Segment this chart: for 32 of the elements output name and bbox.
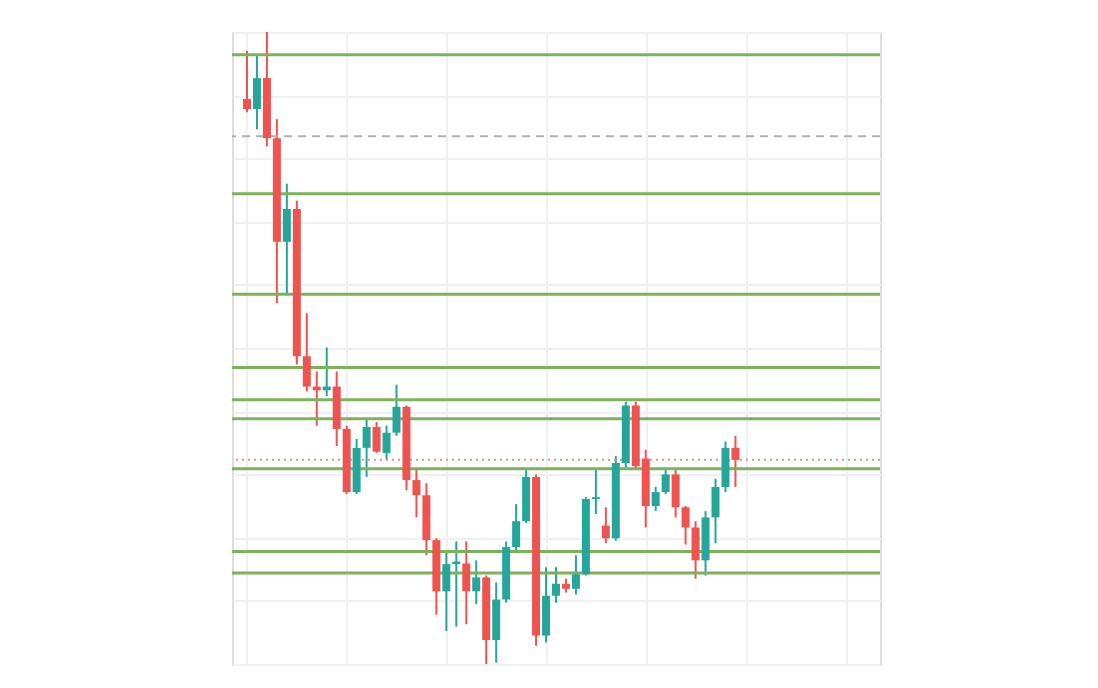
candlestick bbox=[571, 554, 580, 596]
candlestick bbox=[681, 505, 690, 546]
candlestick bbox=[591, 468, 600, 516]
candlestick bbox=[701, 510, 710, 577]
candlestick bbox=[282, 182, 291, 295]
candlestick bbox=[472, 559, 481, 605]
candlestick bbox=[721, 440, 730, 494]
candlestick bbox=[601, 506, 610, 545]
candlestick bbox=[711, 477, 720, 545]
candlestick bbox=[352, 438, 361, 495]
candlestick bbox=[302, 312, 311, 393]
candlestick bbox=[252, 53, 261, 131]
candlestick bbox=[651, 486, 660, 513]
candlestick bbox=[422, 482, 431, 557]
candlestick bbox=[442, 550, 451, 633]
candlestick bbox=[542, 566, 551, 644]
candlestick bbox=[362, 417, 371, 478]
candlestick bbox=[332, 370, 341, 447]
candlestick bbox=[492, 581, 501, 664]
candlestick bbox=[372, 420, 381, 454]
candlestick bbox=[462, 540, 471, 626]
candlestick bbox=[412, 468, 421, 519]
candlestick bbox=[731, 434, 740, 489]
candlestick bbox=[522, 468, 531, 525]
candlestick bbox=[512, 503, 521, 552]
candlestick bbox=[661, 468, 670, 495]
candlestick bbox=[691, 520, 700, 580]
candlestick bbox=[242, 49, 251, 114]
candlestick bbox=[671, 468, 680, 519]
candlestick bbox=[382, 424, 391, 461]
candlestick bbox=[552, 566, 560, 604]
candlestick bbox=[392, 383, 401, 437]
